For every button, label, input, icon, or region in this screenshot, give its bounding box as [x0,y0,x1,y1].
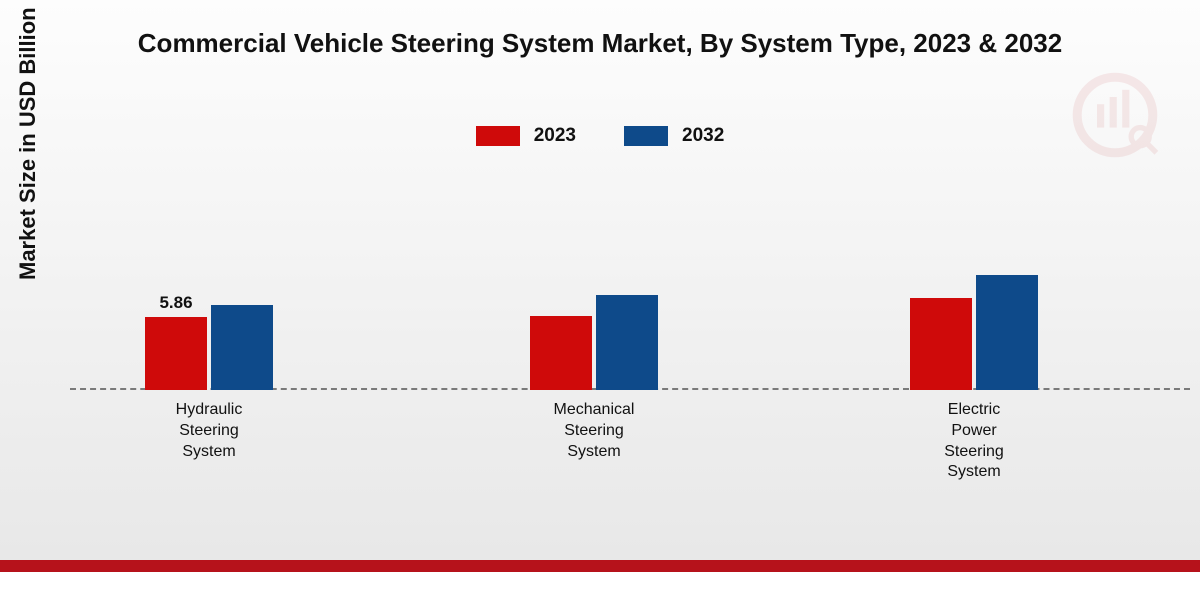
bar-value-label: 5.86 [159,293,192,313]
bar-2023 [910,298,972,391]
legend-item-2032: 2032 [624,125,724,147]
category-label: Electric Power Steering System [944,400,1004,483]
category-label: Mechanical Steering System [554,400,635,462]
legend-item-2023: 2023 [476,125,576,147]
bar-2032 [596,295,658,390]
legend-swatch [476,126,520,146]
bar-2023 [530,316,592,390]
chart-area: Commercial Vehicle Steering System Marke… [0,0,1200,560]
footer-red-bar [0,560,1200,572]
bar-group: Mechanical Steering System [530,295,658,390]
bar-group: Electric Power Steering System [910,275,1038,390]
plot-area: 5.86Hydraulic Steering System Mechanical … [90,150,1170,390]
legend: 2023 2032 [0,125,1200,147]
legend-label: 2032 [682,125,724,147]
bar-2032 [211,305,273,390]
bar-2023: 5.86 [145,317,207,390]
chart-title: Commercial Vehicle Steering System Marke… [0,28,1200,59]
category-label: Hydraulic Steering System [176,400,243,462]
legend-label: 2023 [534,125,576,147]
bar-2032 [976,275,1038,390]
legend-swatch [624,126,668,146]
bar-group: 5.86Hydraulic Steering System [145,305,273,390]
